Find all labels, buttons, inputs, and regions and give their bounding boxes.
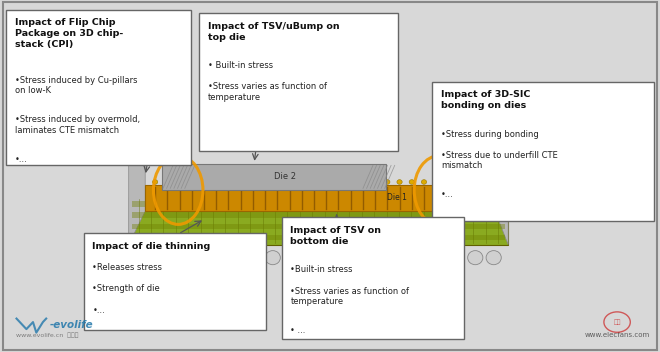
FancyBboxPatch shape <box>132 224 505 229</box>
Text: •Stress induced by Cu-pillars
on low-K: •Stress induced by Cu-pillars on low-K <box>15 76 137 95</box>
Ellipse shape <box>339 251 354 265</box>
Text: www.evolife.cn  技研网: www.evolife.cn 技研网 <box>16 332 79 338</box>
Text: •...: •... <box>92 306 105 315</box>
Ellipse shape <box>173 251 188 265</box>
Ellipse shape <box>226 180 231 184</box>
Text: •...: •... <box>15 155 27 164</box>
Ellipse shape <box>421 180 426 184</box>
Ellipse shape <box>165 180 170 184</box>
Ellipse shape <box>250 180 255 184</box>
Ellipse shape <box>431 251 446 265</box>
Ellipse shape <box>486 251 502 265</box>
Ellipse shape <box>154 251 170 265</box>
Ellipse shape <box>482 180 488 184</box>
Ellipse shape <box>470 180 475 184</box>
Ellipse shape <box>191 251 207 265</box>
Text: •Stress during bonding: •Stress during bonding <box>441 130 539 139</box>
Ellipse shape <box>299 180 304 184</box>
FancyBboxPatch shape <box>6 10 191 165</box>
Text: •Stress varies as function of
temperature: •Stress varies as function of temperatur… <box>208 82 327 102</box>
Ellipse shape <box>302 251 317 265</box>
Ellipse shape <box>412 251 428 265</box>
Text: •Stress due to underfill CTE
mismatch: •Stress due to underfill CTE mismatch <box>441 151 558 170</box>
Text: •Stress varies as function of
temperature: •Stress varies as function of temperatur… <box>290 287 409 306</box>
Text: • ...: • ... <box>290 326 306 335</box>
Ellipse shape <box>458 180 463 184</box>
Ellipse shape <box>247 251 262 265</box>
FancyBboxPatch shape <box>132 201 505 207</box>
Ellipse shape <box>238 180 244 184</box>
FancyBboxPatch shape <box>432 82 654 221</box>
Ellipse shape <box>323 180 329 184</box>
Ellipse shape <box>409 180 414 184</box>
Text: Die 2: Die 2 <box>274 172 296 181</box>
Text: Impact of TSV/uBump on
top die: Impact of TSV/uBump on top die <box>208 22 339 42</box>
Text: Die 1: Die 1 <box>387 194 407 202</box>
Text: 电子: 电子 <box>613 319 621 325</box>
Ellipse shape <box>372 180 378 184</box>
Ellipse shape <box>228 251 244 265</box>
Text: Impact of Flip Chip
Package on 3D chip-
stack (CPI): Impact of Flip Chip Package on 3D chip- … <box>15 18 123 49</box>
Ellipse shape <box>394 251 409 265</box>
Ellipse shape <box>201 180 207 184</box>
Text: •...: •... <box>441 190 453 200</box>
FancyBboxPatch shape <box>162 164 386 190</box>
Text: Impact of 3D-SIC
bonding on dies: Impact of 3D-SIC bonding on dies <box>441 90 530 110</box>
Ellipse shape <box>312 180 317 184</box>
Text: •Stress induced by overmold,
laminates CTE mismatch: •Stress induced by overmold, laminates C… <box>15 115 140 134</box>
Ellipse shape <box>357 251 372 265</box>
Text: • Built-in stress: • Built-in stress <box>208 61 273 70</box>
Ellipse shape <box>449 251 465 265</box>
FancyBboxPatch shape <box>129 197 508 245</box>
Ellipse shape <box>348 180 353 184</box>
Text: •Releases stress: •Releases stress <box>92 263 162 272</box>
FancyBboxPatch shape <box>282 217 464 339</box>
Ellipse shape <box>360 180 366 184</box>
Ellipse shape <box>214 180 219 184</box>
Polygon shape <box>495 164 508 245</box>
Ellipse shape <box>210 251 225 265</box>
Ellipse shape <box>275 180 280 184</box>
Text: www.elecfans.com: www.elecfans.com <box>585 332 650 338</box>
FancyBboxPatch shape <box>132 235 505 240</box>
Text: Impact of die thinning: Impact of die thinning <box>92 242 211 251</box>
Ellipse shape <box>265 251 280 265</box>
Text: •Built-in stress: •Built-in stress <box>290 265 353 275</box>
FancyBboxPatch shape <box>145 185 495 211</box>
Ellipse shape <box>320 251 335 265</box>
Text: •Strength of die: •Strength of die <box>92 284 160 294</box>
Ellipse shape <box>287 180 292 184</box>
FancyBboxPatch shape <box>199 13 398 151</box>
Ellipse shape <box>136 251 152 265</box>
Ellipse shape <box>336 180 341 184</box>
Ellipse shape <box>284 251 299 265</box>
Ellipse shape <box>376 251 391 265</box>
Ellipse shape <box>468 251 483 265</box>
Ellipse shape <box>177 180 182 184</box>
Ellipse shape <box>385 180 390 184</box>
Ellipse shape <box>397 180 402 184</box>
Polygon shape <box>129 164 145 245</box>
Text: Impact of TSV on
bottom die: Impact of TSV on bottom die <box>290 226 381 246</box>
Ellipse shape <box>446 180 451 184</box>
Text: -evolife: -evolife <box>50 320 93 329</box>
Ellipse shape <box>152 180 158 184</box>
Ellipse shape <box>263 180 268 184</box>
Ellipse shape <box>434 180 439 184</box>
Ellipse shape <box>189 180 195 184</box>
FancyBboxPatch shape <box>84 233 266 330</box>
FancyBboxPatch shape <box>132 213 505 218</box>
